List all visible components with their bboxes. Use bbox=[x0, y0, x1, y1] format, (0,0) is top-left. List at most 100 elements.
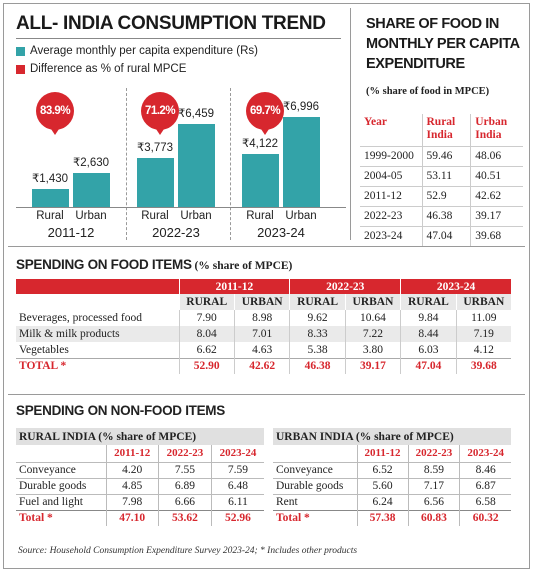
share-cell-year: 2011-12 bbox=[360, 185, 422, 206]
nonfood-value-cell: 8.59 bbox=[407, 461, 460, 478]
food-col-rural: RURAL bbox=[178, 294, 235, 310]
share-table: Year Rural India Urban India 1999-2000 59.4… bbox=[360, 114, 523, 246]
nonfood-value-cell: 7.98 bbox=[105, 493, 159, 510]
nonfood-item-label: Fuel and light bbox=[16, 493, 106, 510]
nonfood-value-cell: 6.52 bbox=[356, 461, 409, 478]
food-value-cell: 42.62 bbox=[233, 357, 290, 374]
food-value-cell: 5.38 bbox=[289, 342, 346, 358]
col-header-line: India bbox=[475, 129, 502, 141]
nonfood-value-cell: 47.10 bbox=[105, 509, 159, 526]
food-value-cell: 4.12 bbox=[455, 342, 511, 358]
difference-badge: 69.7% bbox=[246, 92, 284, 135]
rural-value-label: ₹4,122 bbox=[241, 138, 279, 150]
rural-value-label: ₹3,773 bbox=[136, 142, 174, 154]
food-subtitle: (% share of MPCE) bbox=[191, 260, 293, 272]
share-cell-rural: 59.46 bbox=[421, 145, 471, 166]
food-title-row: SPENDING ON FOOD ITEMS (% share of MPCE) bbox=[16, 256, 292, 274]
food-value-cell: 52.90 bbox=[178, 357, 235, 374]
food-value-cell: 10.64 bbox=[344, 310, 401, 326]
rural-bar bbox=[32, 189, 69, 207]
table-row: 2004-05 53.11 40.51 bbox=[360, 165, 523, 186]
rural-bar bbox=[137, 158, 174, 207]
nonfood-value-cell: 57.38 bbox=[356, 509, 409, 526]
nonfood-item-label: Rent bbox=[273, 493, 357, 510]
share-title-line: SHARE OF FOOD IN bbox=[366, 16, 499, 32]
share-cell-rural: 52.9 bbox=[421, 185, 471, 206]
source-note: Source: Household Consumption Expenditur… bbox=[18, 546, 358, 556]
share-cell-year: 2022-23 bbox=[360, 205, 422, 226]
food-year-header: 2022-23 bbox=[289, 279, 401, 294]
rural-bar bbox=[242, 154, 279, 207]
table-row: 1999-2000 59.46 48.06 bbox=[360, 145, 523, 166]
table-row: 2023-24 47.04 39.68 bbox=[360, 225, 523, 246]
difference-badge: 83.9% bbox=[36, 92, 74, 135]
nonfood-value-cell: 6.11 bbox=[210, 493, 264, 510]
food-value-cell: 7.22 bbox=[344, 326, 401, 342]
urban-value-label: ₹6,996 bbox=[282, 101, 320, 113]
table-row: Durable goods 4.85 6.89 6.48 bbox=[16, 477, 264, 494]
nonfood-value-cell: 7.17 bbox=[407, 477, 460, 494]
nf-item-header bbox=[16, 445, 106, 462]
food-item-label: TOTAL * bbox=[16, 357, 179, 374]
share-cell-urban: 39.17 bbox=[470, 205, 523, 226]
food-col-urban: URBAN bbox=[455, 294, 511, 310]
table-row: Beverages, processed food 7.90 8.98 9.62 10.… bbox=[16, 310, 511, 326]
rural-axis-label: Rural bbox=[36, 210, 64, 222]
nf-year-header: 2011-12 bbox=[105, 445, 159, 462]
legend-label: Average monthly per capita expenditure (… bbox=[30, 45, 258, 57]
nf-year-header: 2022-23 bbox=[157, 445, 212, 462]
food-item-subheader bbox=[16, 294, 179, 310]
food-value-cell: 7.90 bbox=[178, 310, 235, 326]
trend-title-rule bbox=[16, 38, 341, 39]
legend-label: Difference as % of rural MPCE bbox=[30, 63, 187, 75]
nonfood-value-cell: 6.48 bbox=[210, 477, 264, 494]
nonfood-value-cell: 6.58 bbox=[459, 493, 511, 510]
share-subtitle: (% share of food in MPCE) bbox=[366, 86, 490, 97]
share-cell-urban: 48.06 bbox=[470, 145, 523, 166]
food-value-cell: 39.17 bbox=[344, 357, 401, 374]
food-year-header: 2011-12 bbox=[178, 279, 290, 294]
share-cell-rural: 53.11 bbox=[421, 165, 471, 186]
food-value-cell: 46.38 bbox=[289, 357, 346, 374]
col-header-line: Urban bbox=[475, 116, 508, 128]
table-row: Total * 47.10 53.62 52.96 bbox=[16, 509, 264, 526]
divider bbox=[8, 246, 525, 247]
nf-year-header: 2023-24 bbox=[459, 445, 511, 462]
table-row: Durable goods 5.60 7.17 6.87 bbox=[273, 477, 511, 494]
share-cell-rural: 47.04 bbox=[421, 225, 471, 246]
urban-nonfood-header: URBAN INDIA (% share of MPCE) bbox=[273, 428, 511, 445]
food-value-cell: 7.01 bbox=[233, 326, 290, 342]
urban-axis-label: Urban bbox=[75, 210, 107, 222]
food-col-urban: URBAN bbox=[233, 294, 290, 310]
nonfood-value-cell: 4.20 bbox=[105, 461, 159, 478]
nf-year-header: 2023-24 bbox=[210, 445, 264, 462]
nonfood-value-cell: 6.87 bbox=[459, 477, 511, 494]
nonfood-value-cell: 7.59 bbox=[210, 461, 264, 478]
share-cell-urban: 40.51 bbox=[470, 165, 523, 186]
nonfood-value-cell: 60.83 bbox=[407, 509, 460, 526]
nonfood-item-label: Durable goods bbox=[273, 477, 357, 494]
food-value-cell: 8.04 bbox=[178, 326, 235, 342]
nonfood-value-cell: 6.56 bbox=[407, 493, 460, 510]
nonfood-value-cell: 4.85 bbox=[105, 477, 159, 494]
food-item-label: Vegetables bbox=[19, 343, 69, 356]
year-label: 2023-24 bbox=[257, 225, 305, 240]
col-header-urban: Urban India bbox=[470, 114, 523, 146]
urban-nonfood-table: URBAN INDIA (% share of MPCE) 2011-12 20… bbox=[273, 428, 511, 526]
nonfood-item-label: Conveyance bbox=[273, 461, 357, 478]
urban-axis-label: Urban bbox=[180, 210, 212, 222]
urban-value-label: ₹6,459 bbox=[177, 108, 215, 120]
nonfood-item-label: Durable goods bbox=[16, 477, 106, 494]
difference-badge: 71.2% bbox=[141, 92, 179, 135]
food-col-rural: RURAL bbox=[289, 294, 346, 310]
food-value-cell: 6.03 bbox=[400, 342, 457, 358]
share-title-line: EXPENDITURE bbox=[366, 56, 465, 72]
nonfood-value-cell: 5.60 bbox=[356, 477, 409, 494]
table-row: Conveyance 6.52 8.59 8.46 bbox=[273, 461, 511, 478]
table-row: Rent 6.24 6.56 6.58 bbox=[273, 493, 511, 510]
table-row: Total * 57.38 60.83 60.32 bbox=[273, 509, 511, 526]
food-value-cell: 3.80 bbox=[344, 342, 401, 358]
share-title-line: MONTHLY PER CAPITA bbox=[366, 36, 520, 52]
food-value-cell: 7.19 bbox=[455, 326, 511, 342]
share-cell-year: 2023-24 bbox=[360, 225, 422, 246]
